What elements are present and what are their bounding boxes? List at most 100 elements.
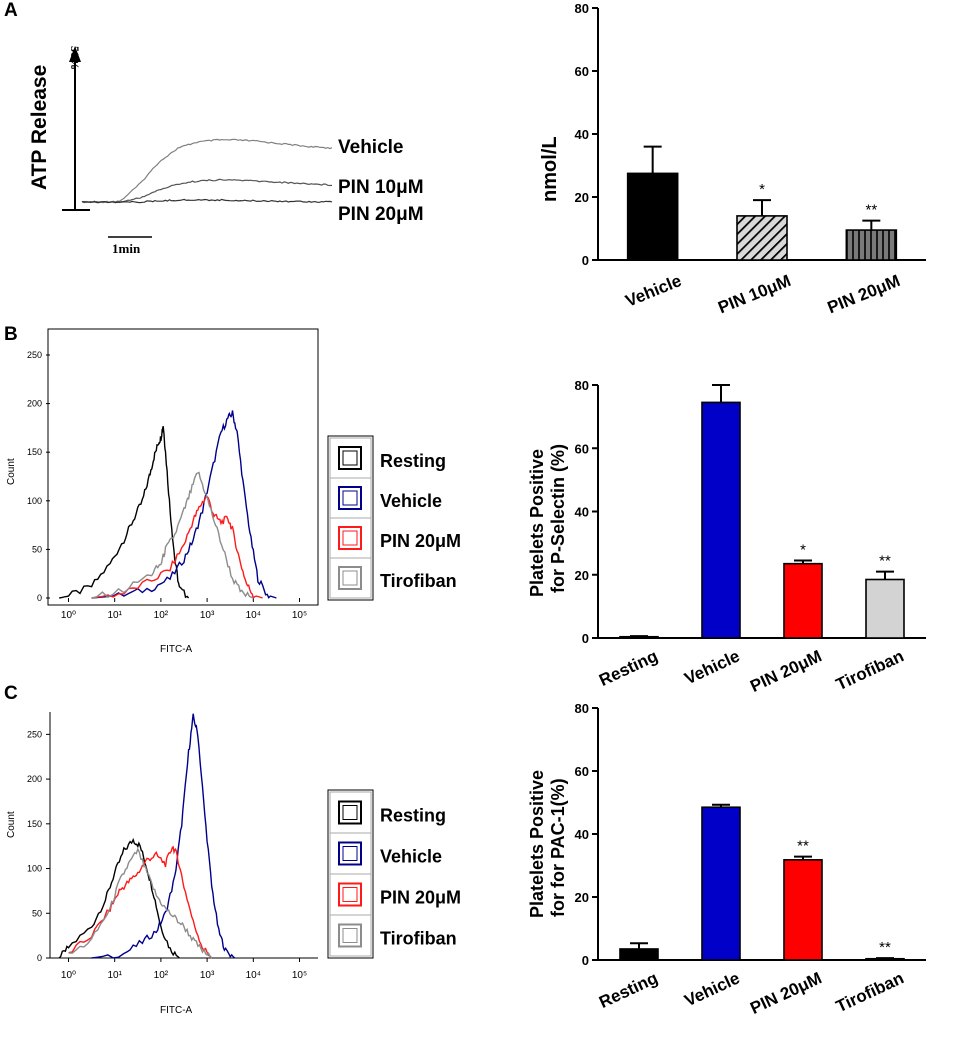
legend-label: PIN 20μM — [380, 888, 461, 908]
y-tick-label: 80 — [575, 1, 589, 16]
y-tick-label: 40 — [575, 505, 589, 520]
hist-line-1 — [91, 713, 236, 959]
legend-swatch-inner — [342, 846, 358, 861]
y-tick-label: 20 — [575, 190, 589, 205]
hist-y-tick-label: 200 — [27, 399, 42, 409]
a-bar-ylabel: nmol/L — [539, 136, 561, 202]
legend-swatch-inner — [342, 887, 358, 902]
significance-label: ** — [879, 939, 891, 956]
x-category-label: PIN 20μM — [747, 646, 824, 696]
x-category-label: Tirofiban — [833, 646, 907, 694]
time-scale-label: 1min — [112, 241, 141, 256]
hist-x-tick-label: 10⁵ — [292, 610, 307, 621]
legend-swatch-inner — [342, 450, 358, 466]
legend-swatch — [338, 882, 362, 907]
panel-label-b: B — [4, 324, 18, 345]
x-category-label: Resting — [596, 968, 661, 1012]
legend-label: Vehicle — [380, 847, 442, 867]
p-selectin-histogram: Count FITC-A 0 50 100 150 200 250 10⁰ 10¹ 10² 10³… — [6, 328, 319, 655]
bar — [701, 401, 741, 639]
bar — [845, 229, 898, 261]
y-tick-label: 20 — [575, 890, 589, 905]
y-tick-label: 80 — [575, 378, 589, 393]
y-tick-label: 0 — [582, 253, 589, 268]
y-tick-label: 0 — [582, 631, 589, 646]
pac1-bar-chart: Platelets Positive for for PAC-1(%) 0 20 4… — [527, 701, 926, 1018]
bar — [736, 215, 788, 261]
trace-label-pin10: PIN 10μM — [338, 177, 424, 198]
y-tick-label: 60 — [575, 764, 589, 779]
x-category-label: Vehicle — [623, 271, 684, 311]
hist-y-tick-label: 50 — [32, 908, 42, 918]
y-tick-label: 20 — [575, 568, 589, 583]
bar — [701, 806, 741, 961]
x-category-label: PIN 20μM — [825, 271, 903, 317]
trace-line-2 — [81, 198, 333, 204]
legend-swatch — [338, 526, 362, 550]
c-hist-ylabel: Count — [6, 811, 17, 838]
b-bar-ylabel-line2: for P-Selectin (%) — [548, 444, 568, 593]
hist-y-tick-label: 0 — [37, 953, 42, 963]
c-bar-ylabel-line2: for for PAC-1(%) — [548, 778, 568, 917]
hist-line-3 — [91, 471, 254, 599]
hist-line-1 — [91, 410, 277, 599]
hist-line-3 — [68, 847, 213, 959]
legend-label: Tirofiban — [380, 929, 457, 949]
panel-label-c: C — [4, 683, 18, 704]
c-bar-ylabel-line1: Platelets Positive — [527, 770, 547, 918]
hist-line-0 — [58, 837, 180, 959]
legend-label: Resting — [380, 451, 446, 471]
hist-y-tick-label: 50 — [32, 544, 42, 554]
hist-y-tick-label: 150 — [27, 447, 42, 457]
y-tick-label: 0 — [582, 953, 589, 968]
atp-release-ylabel: ATP Release — [28, 65, 51, 190]
hist-y-tick-label: 250 — [27, 729, 42, 739]
hist-x-tick-label: 10¹ — [107, 610, 122, 621]
x-category-label: PIN 10μM — [715, 271, 793, 317]
legend-label: PIN 20μM — [380, 531, 461, 551]
significance-label: ** — [865, 202, 877, 219]
hist-y-tick-label: 150 — [27, 819, 42, 829]
hist-line-0 — [59, 426, 190, 599]
y-tick-label: 60 — [575, 64, 589, 79]
bar — [783, 859, 823, 961]
b-hist-ylabel: Count — [6, 458, 17, 485]
legend-cell — [329, 557, 372, 599]
hist-x-tick-label: 10¹ — [107, 970, 122, 981]
trace-line-0 — [81, 138, 333, 204]
hist-y-tick-label: 100 — [27, 864, 42, 874]
hist-line-2 — [68, 846, 213, 959]
significance-label: ** — [879, 553, 891, 570]
legend-swatch-inner — [342, 530, 358, 546]
bar — [865, 578, 905, 639]
y-tick-label: 80 — [575, 701, 589, 716]
significance-label: ** — [797, 838, 809, 855]
atp-release-trace-chart: ATP Release 50% 1min Vehicle PIN 10μM PI… — [28, 46, 424, 256]
hist-x-tick-label: 10³ — [200, 970, 215, 981]
panel-label-a: A — [4, 0, 18, 21]
hist-x-tick-label: 10⁴ — [246, 610, 261, 621]
y-tick-label: 60 — [575, 441, 589, 456]
legend-label: Vehicle — [380, 491, 442, 511]
trace-label-pin20: PIN 20μM — [338, 204, 424, 225]
x-category-label: Vehicle — [682, 968, 743, 1010]
hist-x-tick-label: 10⁵ — [292, 970, 307, 981]
bar — [619, 948, 659, 961]
legend-swatch-inner — [342, 928, 358, 943]
hist-x-tick-label: 10⁴ — [246, 970, 261, 981]
x-category-label: Vehicle — [682, 646, 743, 688]
atp-bar-chart: nmol/L 0 20 40 60 80 Vehicle * PIN 10μM ** PIN 20… — [539, 1, 926, 317]
significance-label: * — [800, 542, 806, 559]
x-category-label: Resting — [596, 646, 661, 690]
legend-swatch — [338, 446, 362, 470]
pac1-histogram: Count FITC-A 0 50 100 150 200 250 10⁰ 10¹ 10² 10³… — [6, 712, 318, 1016]
hist-x-tick-label: 10² — [154, 970, 169, 981]
b-bar-ylabel-line1: Platelets Positive — [527, 449, 547, 597]
y-tick-label: 40 — [575, 127, 589, 142]
hist-line-2 — [91, 495, 263, 599]
legend-swatch-inner — [342, 805, 358, 820]
legend-swatch-inner — [342, 490, 358, 506]
c-hist-xlabel: FITC-A — [160, 1005, 193, 1016]
x-category-label: PIN 20μM — [747, 968, 824, 1018]
legend-cell — [329, 914, 372, 957]
